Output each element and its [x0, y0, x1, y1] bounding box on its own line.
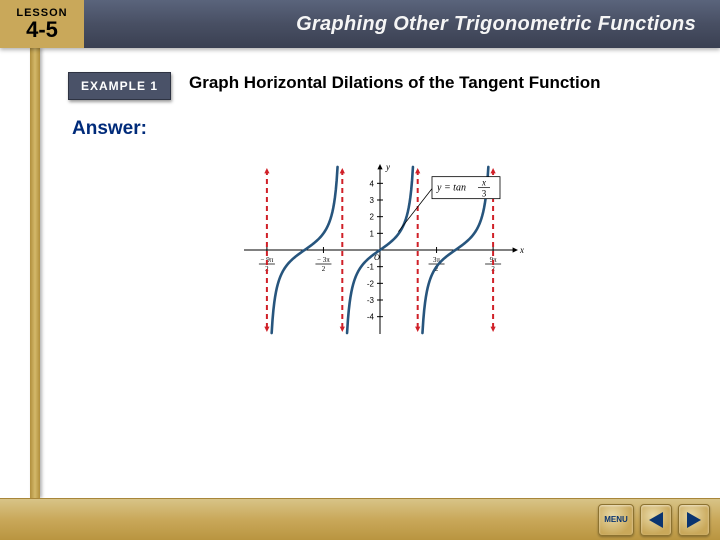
example-title: Graph Horizontal Dilations of the Tangen…	[189, 72, 600, 95]
answer-label: Answer:	[72, 118, 692, 140]
svg-text:y: y	[385, 162, 390, 172]
prev-button[interactable]	[640, 504, 672, 536]
example-header: EXAMPLE 1 Graph Horizontal Dilations of …	[68, 72, 692, 100]
graph-container: -4-3-2-11234− 9π2− 3π23π29π2Oxyy = tanx3	[68, 160, 692, 350]
svg-text:2: 2	[322, 265, 326, 273]
example-badge: EXAMPLE 1	[68, 72, 171, 100]
svg-text:− 3π: − 3π	[317, 256, 330, 264]
lesson-badge: LESSON 4-5	[0, 0, 84, 48]
next-button[interactable]	[678, 504, 710, 536]
arrow-left-icon	[649, 512, 663, 528]
svg-text:-2: -2	[367, 279, 375, 288]
menu-label: MENU	[604, 515, 628, 524]
lesson-number: 4-5	[26, 19, 58, 41]
svg-text:-3: -3	[367, 296, 375, 305]
svg-text:3: 3	[370, 196, 375, 205]
svg-text:-1: -1	[367, 263, 375, 272]
arrow-right-icon	[687, 512, 701, 528]
svg-text:x: x	[481, 178, 486, 188]
svg-text:1: 1	[370, 229, 375, 238]
page-title: Graphing Other Trigonometric Functions	[84, 13, 720, 36]
svg-text:-4: -4	[367, 313, 375, 322]
tangent-graph: -4-3-2-11234− 9π2− 3π23π29π2Oxyy = tanx3	[230, 160, 530, 350]
menu-button[interactable]: MENU	[598, 504, 634, 536]
footer-bar: MENU	[0, 498, 720, 540]
header-bar: LESSON 4-5 Graphing Other Trigonometric …	[0, 0, 720, 48]
svg-text:y = tan: y = tan	[436, 183, 466, 194]
svg-text:4: 4	[370, 179, 375, 188]
content-area: EXAMPLE 1 Graph Horizontal Dilations of …	[40, 48, 720, 498]
svg-text:x: x	[519, 245, 524, 255]
svg-text:2: 2	[370, 213, 375, 222]
svg-text:3: 3	[482, 189, 487, 199]
left-rule	[30, 48, 40, 498]
